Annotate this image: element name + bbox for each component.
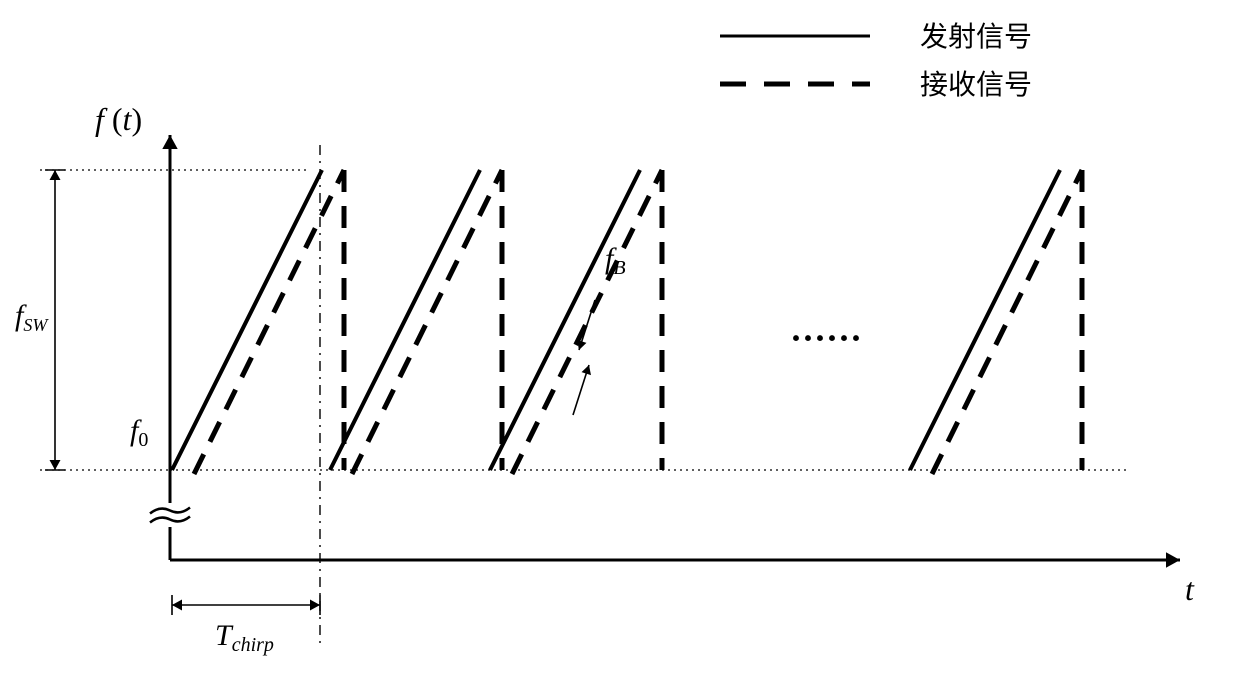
x-axis-label: t [1185,571,1195,607]
label-fb: fB [605,242,626,279]
ellipsis: ······ [790,318,862,358]
rx-chirp-3 [932,170,1082,474]
label-f0: f0 [130,414,148,451]
rx-chirp-2 [512,170,662,474]
rx-chirp-0 [194,170,344,474]
tx-chirp-3 [910,170,1060,470]
legend-label-0: 发射信号 [920,21,1032,53]
tx-chirp-0 [172,170,322,470]
tx-chirp-1 [330,170,480,470]
label-tchirp: Tchirp [215,619,274,656]
fmcw-chirp-diagram: ······ fSW f0 Tchirp fB f (t) t 发射信号接收信号 [0,0,1240,673]
tx-chirp-2 [490,170,640,470]
rx-chirp-1 [352,170,502,474]
y-axis-label: f (t) [95,101,142,137]
axis-break-gap [167,503,173,527]
label-fsw: fSW [15,299,49,335]
legend-label-1: 接收信号 [920,69,1032,101]
